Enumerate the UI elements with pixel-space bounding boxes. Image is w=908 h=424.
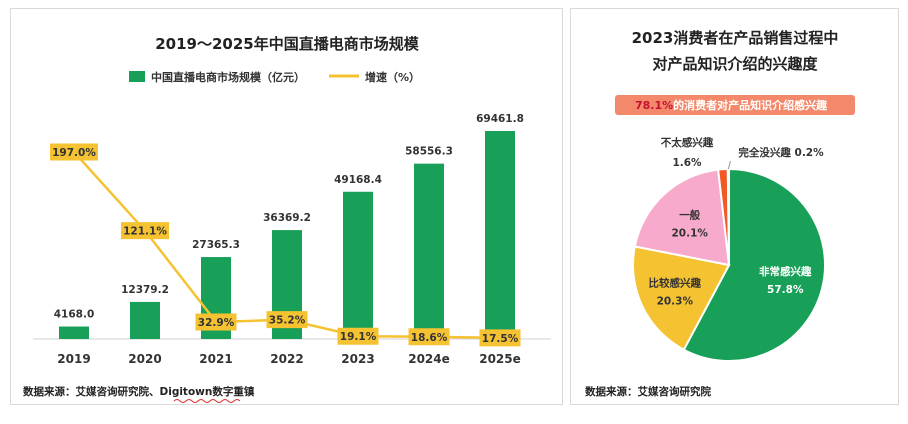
legend-bar-label: 中国直播电商市场规模（亿元） bbox=[151, 70, 305, 84]
pie-leader-line bbox=[727, 160, 731, 170]
bar-2025e bbox=[485, 131, 515, 339]
growth-label-box bbox=[337, 327, 379, 345]
x-tick-label: 2025e bbox=[479, 352, 521, 366]
growth-label-box bbox=[50, 143, 98, 161]
bar-value-label: 58556.3 bbox=[405, 146, 453, 158]
pie-slice-label: 完全没兴趣 0.2% bbox=[738, 146, 824, 159]
growth-value-label: 197.0% bbox=[52, 147, 96, 159]
pie bbox=[632, 167, 826, 362]
growth-value-label: 32.9% bbox=[198, 317, 235, 329]
pie-slice-label: 一般 bbox=[679, 208, 700, 221]
pie-slice-label: 比较感兴趣 bbox=[649, 277, 702, 290]
growth-label-box bbox=[121, 222, 169, 240]
growth-value-label: 35.2% bbox=[269, 315, 306, 327]
growth-label-box bbox=[479, 329, 521, 347]
bar-2024e bbox=[414, 163, 444, 339]
pie-labels: 非常感兴趣 57.8% 比较感兴趣 20.3% 一般 20.1% 不太感兴趣 1.6% 完全没兴… bbox=[649, 136, 825, 308]
highlight-banner bbox=[615, 95, 855, 115]
pie-slice bbox=[682, 167, 826, 362]
legend-line-label: 增速（%） bbox=[365, 70, 420, 84]
growth-label-box bbox=[195, 313, 237, 331]
bar-value-label: 12379.2 bbox=[121, 284, 169, 296]
bar-value-label: 69461.8 bbox=[476, 113, 524, 125]
pie-slice bbox=[726, 167, 730, 266]
highlight-percent: 78.1% bbox=[635, 99, 673, 112]
pie-slice-label: 非常感兴趣 bbox=[759, 265, 812, 278]
growth-value-label: 121.1% bbox=[123, 226, 167, 238]
data-source: 数据来源：艾媒咨询研究院 bbox=[584, 385, 711, 398]
growth-value-label: 19.1% bbox=[340, 331, 377, 343]
bar-value-label: 27365.3 bbox=[192, 239, 240, 251]
pie-slice-label: 1.6% bbox=[672, 157, 702, 169]
pie-slice-label: 57.8% bbox=[767, 284, 804, 296]
pie-slice-label: 20.3% bbox=[657, 296, 694, 308]
x-tick-label: 2023 bbox=[341, 352, 374, 366]
market-size-chart-panel: 2019～2025年中国直播电商市场规模 中国直播电商市场规模（亿元） 增速（%… bbox=[10, 8, 563, 405]
legend-bar-swatch bbox=[129, 71, 145, 82]
legend: 中国直播电商市场规模（亿元） 增速（%） bbox=[129, 70, 420, 84]
growth-value-label: 18.6% bbox=[411, 332, 448, 344]
x-tick-label: 2021 bbox=[199, 352, 232, 366]
bar-value-label: 36369.2 bbox=[263, 212, 311, 224]
pie-title-line1: 2023消费者在产品销售过程中 bbox=[632, 29, 839, 47]
highlight-caption: 的消费者对产品知识介绍感兴趣 bbox=[673, 98, 828, 112]
bar-2020 bbox=[130, 301, 160, 339]
highlight-text: 78.1%的消费者对产品知识介绍感兴趣 bbox=[635, 98, 828, 112]
x-tick-label: 2020 bbox=[128, 352, 161, 366]
pie-slice bbox=[633, 168, 731, 267]
x-tick-label: 2022 bbox=[270, 352, 303, 366]
x-tick-label: 2019 bbox=[57, 352, 90, 366]
market-size-chart: 2019～2025年中国直播电商市场规模 中国直播电商市场规模（亿元） 增速（%… bbox=[22, 35, 551, 403]
growth-line: 197.0% 121.1% 32.9% 35.2% 19.1% 18.6% 17.5% bbox=[50, 143, 521, 347]
spellcheck-underline bbox=[173, 399, 241, 403]
growth-value-label: 17.5% bbox=[482, 333, 519, 345]
bar-value-label: 49168.4 bbox=[334, 174, 382, 186]
growth-label-box bbox=[266, 311, 308, 329]
pie-slice bbox=[632, 245, 731, 352]
bar-2019 bbox=[59, 326, 89, 339]
chart-title: 2019～2025年中国直播电商市场规模 bbox=[155, 35, 419, 53]
pie-slice-label: 不太感兴趣 bbox=[661, 136, 714, 149]
x-axis-ticks: 2019 2020 2021 2022 2023 2024e 2025e bbox=[57, 352, 520, 366]
interest-pie-panel: 2023消费者在产品销售过程中 对产品知识介绍的兴趣度 78.1%的消费者对产品… bbox=[570, 8, 899, 405]
pie-title-line2: 对产品知识介绍的兴趣度 bbox=[652, 55, 818, 73]
interest-pie-chart: 2023消费者在产品销售过程中 对产品知识介绍的兴趣度 78.1%的消费者对产品… bbox=[584, 29, 855, 398]
pie-slice-label: 20.1% bbox=[671, 227, 708, 239]
data-source: 数据来源：艾媒咨询研究院、Digitown数字重镇 bbox=[22, 385, 255, 398]
bar-2023 bbox=[343, 191, 373, 339]
x-tick-label: 2024e bbox=[408, 352, 450, 366]
growth-label-box bbox=[408, 328, 450, 346]
bar-value-label: 4168.0 bbox=[54, 309, 95, 321]
